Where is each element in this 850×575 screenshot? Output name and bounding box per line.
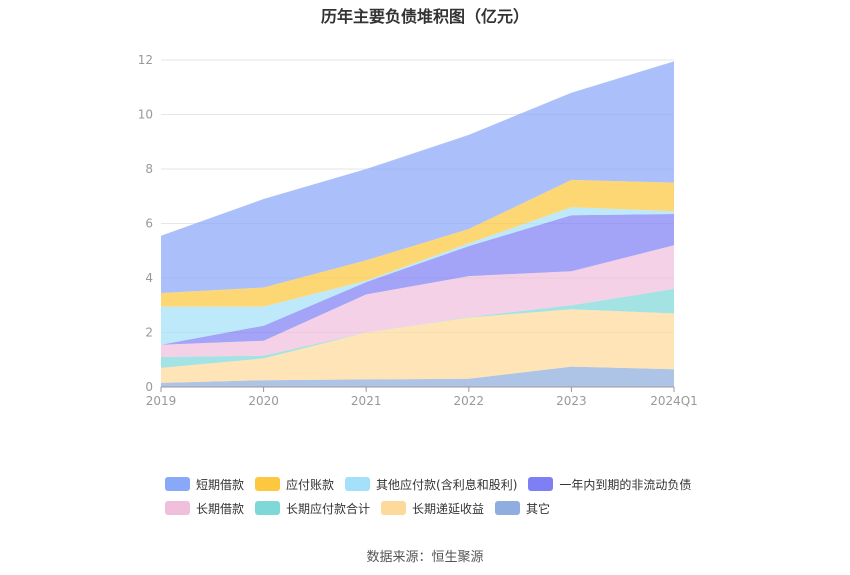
y-tick-label: 10 [138, 108, 153, 122]
axes: 0 2 4 6 8 10 12 2019 2020 2021 2022 2023 2024Q1 [138, 53, 698, 408]
area-series-group [161, 61, 674, 387]
area-series[interactable] [161, 61, 674, 294]
legend-swatch [345, 477, 371, 491]
legend-swatch [528, 477, 554, 491]
legend-label: 其他应付款(含利息和股利) [376, 477, 518, 492]
area-series[interactable] [161, 309, 674, 383]
stacked-area-chart: 0 2 4 6 8 10 12 2019 2020 2021 2022 2023 2024Q1 [138, 53, 698, 408]
legend-item-short-term-loans[interactable]: 短期借款 [165, 476, 244, 493]
legend-label: 长期借款 [196, 501, 245, 516]
y-tick-label: 12 [138, 53, 153, 67]
legend-item-current-noncurrent-liabilities[interactable]: 一年内到期的非流动负债 [528, 476, 691, 493]
y-tick-label: 8 [145, 162, 153, 176]
area-series[interactable] [161, 207, 674, 345]
legend-swatch [165, 477, 190, 491]
legend-item-other-payables[interactable]: 其他应付款(含利息和股利) [345, 476, 517, 493]
legend-item-accounts-payable[interactable]: 应付账款 [255, 476, 334, 493]
legend-label: 短期借款 [196, 477, 245, 492]
legend-label: 长期递延收益 [412, 501, 485, 516]
legend-item-other[interactable]: 其它 [495, 500, 550, 517]
legend-swatch [495, 501, 521, 515]
chart-title: 历年主要负债堆积图（亿元） [320, 7, 529, 26]
legend-swatch [381, 501, 407, 515]
area-series[interactable] [161, 179, 674, 307]
chart-legend: 短期借款 应付账款 其他应付款(含利息和股利) 一年内到期的非流动负债 长期借款… [165, 472, 725, 520]
y-tick-label: 2 [145, 326, 153, 340]
area-series[interactable] [161, 288, 674, 368]
source-note: 数据来源：恒生聚源 [366, 550, 484, 565]
legend-label: 应付账款 [286, 477, 335, 492]
legend-item-long-term-loans[interactable]: 长期借款 [165, 500, 244, 517]
legend-row: 长期借款 长期应付款合计 长期递延收益 其它 [165, 496, 725, 520]
legend-swatch [165, 501, 190, 515]
legend-item-long-term-payables[interactable]: 长期应付款合计 [255, 500, 370, 517]
legend-label: 长期应付款合计 [286, 501, 371, 516]
y-tick-label: 4 [145, 271, 153, 285]
legend-item-deferred-income[interactable]: 长期递延收益 [381, 500, 484, 517]
legend-swatch [255, 477, 281, 491]
legend-swatch [255, 501, 281, 515]
x-tick-label: 2021 [351, 394, 382, 408]
x-tick-label: 2020 [248, 394, 279, 408]
area-series[interactable] [161, 245, 674, 357]
legend-row: 短期借款 应付账款 其他应付款(含利息和股利) 一年内到期的非流动负债 [165, 472, 725, 496]
x-tick-label: 2023 [556, 394, 587, 408]
y-tick-label: 0 [145, 380, 153, 394]
y-tick-label: 6 [145, 217, 153, 231]
x-tick-label: 2019 [146, 394, 177, 408]
area-series[interactable] [161, 366, 674, 387]
x-tick-label: 2022 [454, 394, 485, 408]
area-series[interactable] [161, 214, 674, 345]
legend-label: 一年内到期的非流动负债 [559, 477, 692, 492]
legend-label: 其它 [526, 501, 551, 516]
x-tick-label: 2024Q1 [650, 394, 698, 408]
